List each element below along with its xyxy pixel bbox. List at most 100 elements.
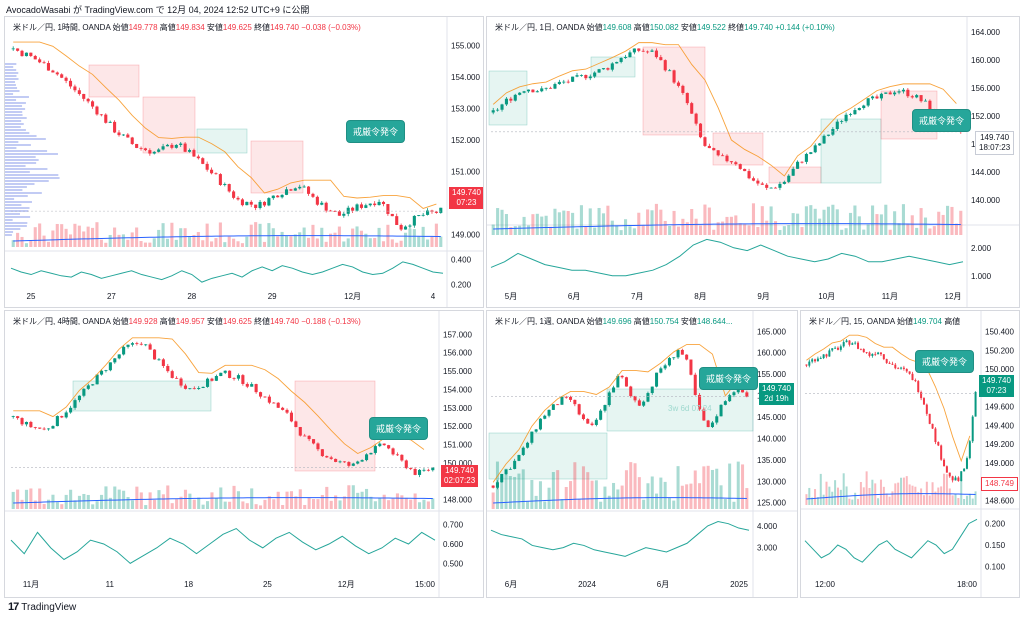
bull-zone-box [820,118,882,184]
candle-body [655,372,659,387]
volume-bar [866,224,870,235]
volume-bar [877,498,880,505]
volume-bar [390,239,394,247]
volume-bar [865,471,868,505]
candle-body [496,109,500,111]
volume-bar [601,213,606,235]
chart-panel-1d[interactable]: 米ドル／円, 1日, OANDA 始値149.608 高値150.082 安値1… [486,16,1020,308]
y-tick-label: 149.000 [451,230,480,239]
volume-bar [685,484,689,509]
x-tick-label: 10月 [818,292,835,301]
volume-bar [534,495,538,509]
candle-body [148,344,152,350]
volume-bar [166,485,170,509]
candle-body [38,59,42,63]
volume-bar [650,476,654,509]
candle-body [359,204,363,208]
oscillator-line [490,238,964,277]
volume-bar [491,492,495,509]
volume-bar [831,204,835,235]
candle-body [840,121,844,122]
candle-body [610,63,614,70]
volume-bar [281,505,285,509]
volume-bar [245,503,249,509]
candle-body [716,150,720,156]
panel-title: 米ドル／円, 1週, OANDA 始値149.696 高値150.754 安値1… [495,317,733,326]
y-tick-label: 149.000 [985,459,1014,468]
candle-body [809,152,813,154]
volume-bar [637,477,641,509]
candle-body [303,435,307,437]
chart-panel-1w[interactable]: 米ドル／円, 1週, OANDA 始値149.696 高値150.754 安値1… [486,310,798,598]
y-tick-label: 145.000 [757,413,786,422]
volume-profile-bar [5,165,26,167]
candle-body [320,202,324,205]
candle-body [214,376,218,381]
candle-body [495,482,499,488]
chart-panel-4h[interactable]: 米ドル／円, 4時間, OANDA 始値149.928 高値149.957 安値… [4,310,484,598]
volume-bar [381,241,386,247]
candle-body [707,145,711,149]
volume-bar [566,211,570,235]
chart-panel-15m[interactable]: 米ドル／円, 15, OANDA 始値149.704 高値 150.400 150… [800,310,1020,598]
volume-bar [434,223,438,247]
volume-bar [293,234,297,247]
osc-tick-label: 0.700 [443,521,464,530]
chart-canvas[interactable]: 150.400150.200150.000149.800149.600149.4… [801,311,1019,597]
volume-bar [329,500,333,509]
chart-canvas[interactable]: 157.000 156.000 155.000 154.000 153.000 152.0… [5,311,483,597]
volume-bar [289,236,293,247]
candle-body [166,365,170,372]
volume-bar [736,461,740,509]
x-tick-label: 29 [268,292,277,301]
volume-bar [320,227,324,247]
volume-bar [557,212,561,235]
volume-bar [796,213,800,235]
volume-profile-bar [5,177,60,179]
chart-canvas[interactable]: 155.000154.000153.000152.000151.000150.0… [5,17,483,307]
candle-body [417,215,421,216]
candle-body [399,224,403,230]
volume-profile-bar [5,63,17,65]
volume-bar [439,236,443,247]
candle-body [745,392,749,397]
candle-body [738,164,742,169]
volume-bar [113,486,117,509]
candle-body [937,442,940,446]
candle-body [311,193,315,197]
volume-bar [360,491,364,509]
volume-bar [710,469,714,509]
brand-name: TradingView [21,601,77,613]
volume-bar [745,488,749,509]
chart-canvas[interactable]: 164.000160.000156.000152.000148.000144.0… [487,17,1019,307]
chart-canvas[interactable]: 165.000160.000155.000150.000145.000140.0… [487,311,797,597]
volume-bar [590,480,594,509]
volume-bar [862,229,866,235]
volume-bar [179,228,183,247]
x-tick-label: 12月 [338,580,355,589]
candle-body [897,91,901,93]
candle-body [69,407,73,413]
volume-profile-bar [5,123,24,125]
candle-body [690,103,694,114]
candle-body [808,361,811,366]
candle-body [196,156,200,159]
volume-bar [126,497,130,509]
volume-bar [818,218,822,235]
volume-profile-bar [5,222,28,224]
candle-body [680,349,684,355]
candle-body [871,96,875,99]
volume-profile-bar [5,108,26,110]
candle-body [108,362,112,371]
osc-tick-label: 0.400 [451,255,472,264]
volume-profile-bar [5,90,20,92]
osc-tick-label: 0.500 [443,559,464,568]
volume-bar [351,485,355,509]
candle-body [641,50,645,52]
volume-bar [937,487,940,505]
volume-bar [698,225,703,235]
volume-bar [391,498,395,509]
volume-bar [549,226,553,235]
chart-panel-1h[interactable]: 米ドル／円, 1時間, OANDA 始値149.778 高値149.834 安値… [4,16,484,308]
candle-body [917,381,920,393]
